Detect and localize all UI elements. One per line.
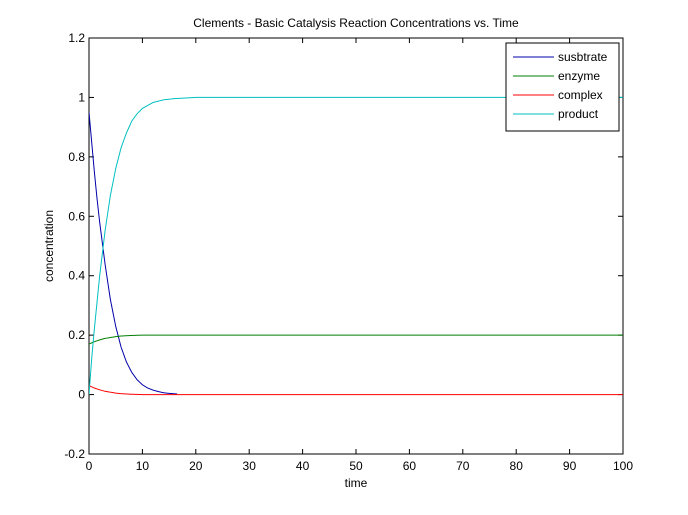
y-tick-label: 0.6 (68, 209, 85, 223)
chart-title: Clements - Basic Catalysis Reaction Conc… (193, 16, 519, 30)
y-axis-label: concentration (42, 210, 56, 282)
x-tick-label: 80 (510, 459, 524, 473)
plot-area: 0 10 20 30 40 50 60 70 80 90 100-0.200.20.40.60.81… (64, 31, 633, 473)
y-tick-label: 0 (78, 388, 85, 402)
y-tick-label: 1.2 (68, 31, 85, 45)
x-tick-label: 90 (563, 459, 577, 473)
x-axis-label: time (345, 476, 368, 490)
series-line-enzyme (89, 334, 623, 345)
x-tick-label: 60 (403, 459, 417, 473)
y-tick-label: 0.2 (68, 328, 85, 342)
x-tick-label: 70 (456, 459, 470, 473)
x-tick-label: 0 (86, 459, 93, 473)
y-tick-label: 0.8 (68, 150, 85, 164)
x-tick-label: 100 (613, 459, 633, 473)
y-tick-label: -0.2 (64, 447, 85, 461)
series-line-susbtrate (89, 112, 178, 395)
legend-label-product: product (558, 107, 599, 121)
x-tick-label: 50 (349, 459, 363, 473)
x-tick-label: 20 (189, 459, 203, 473)
x-tick-label: 40 (296, 459, 310, 473)
legend: susbtrate enzyme complex product (505, 42, 620, 132)
series-line-complex (89, 385, 623, 396)
x-tick-label: 30 (243, 459, 257, 473)
y-tick-label: 0.4 (68, 269, 85, 283)
legend-label-complex: complex (558, 88, 603, 102)
y-tick-label: 1 (78, 90, 85, 104)
legend-label-enzyme: enzyme (558, 69, 600, 83)
x-tick-label: 10 (136, 459, 150, 473)
legend-label-susbtrate: susbtrate (558, 50, 608, 64)
legend-box (505, 42, 620, 132)
series-line-product (89, 96, 623, 395)
